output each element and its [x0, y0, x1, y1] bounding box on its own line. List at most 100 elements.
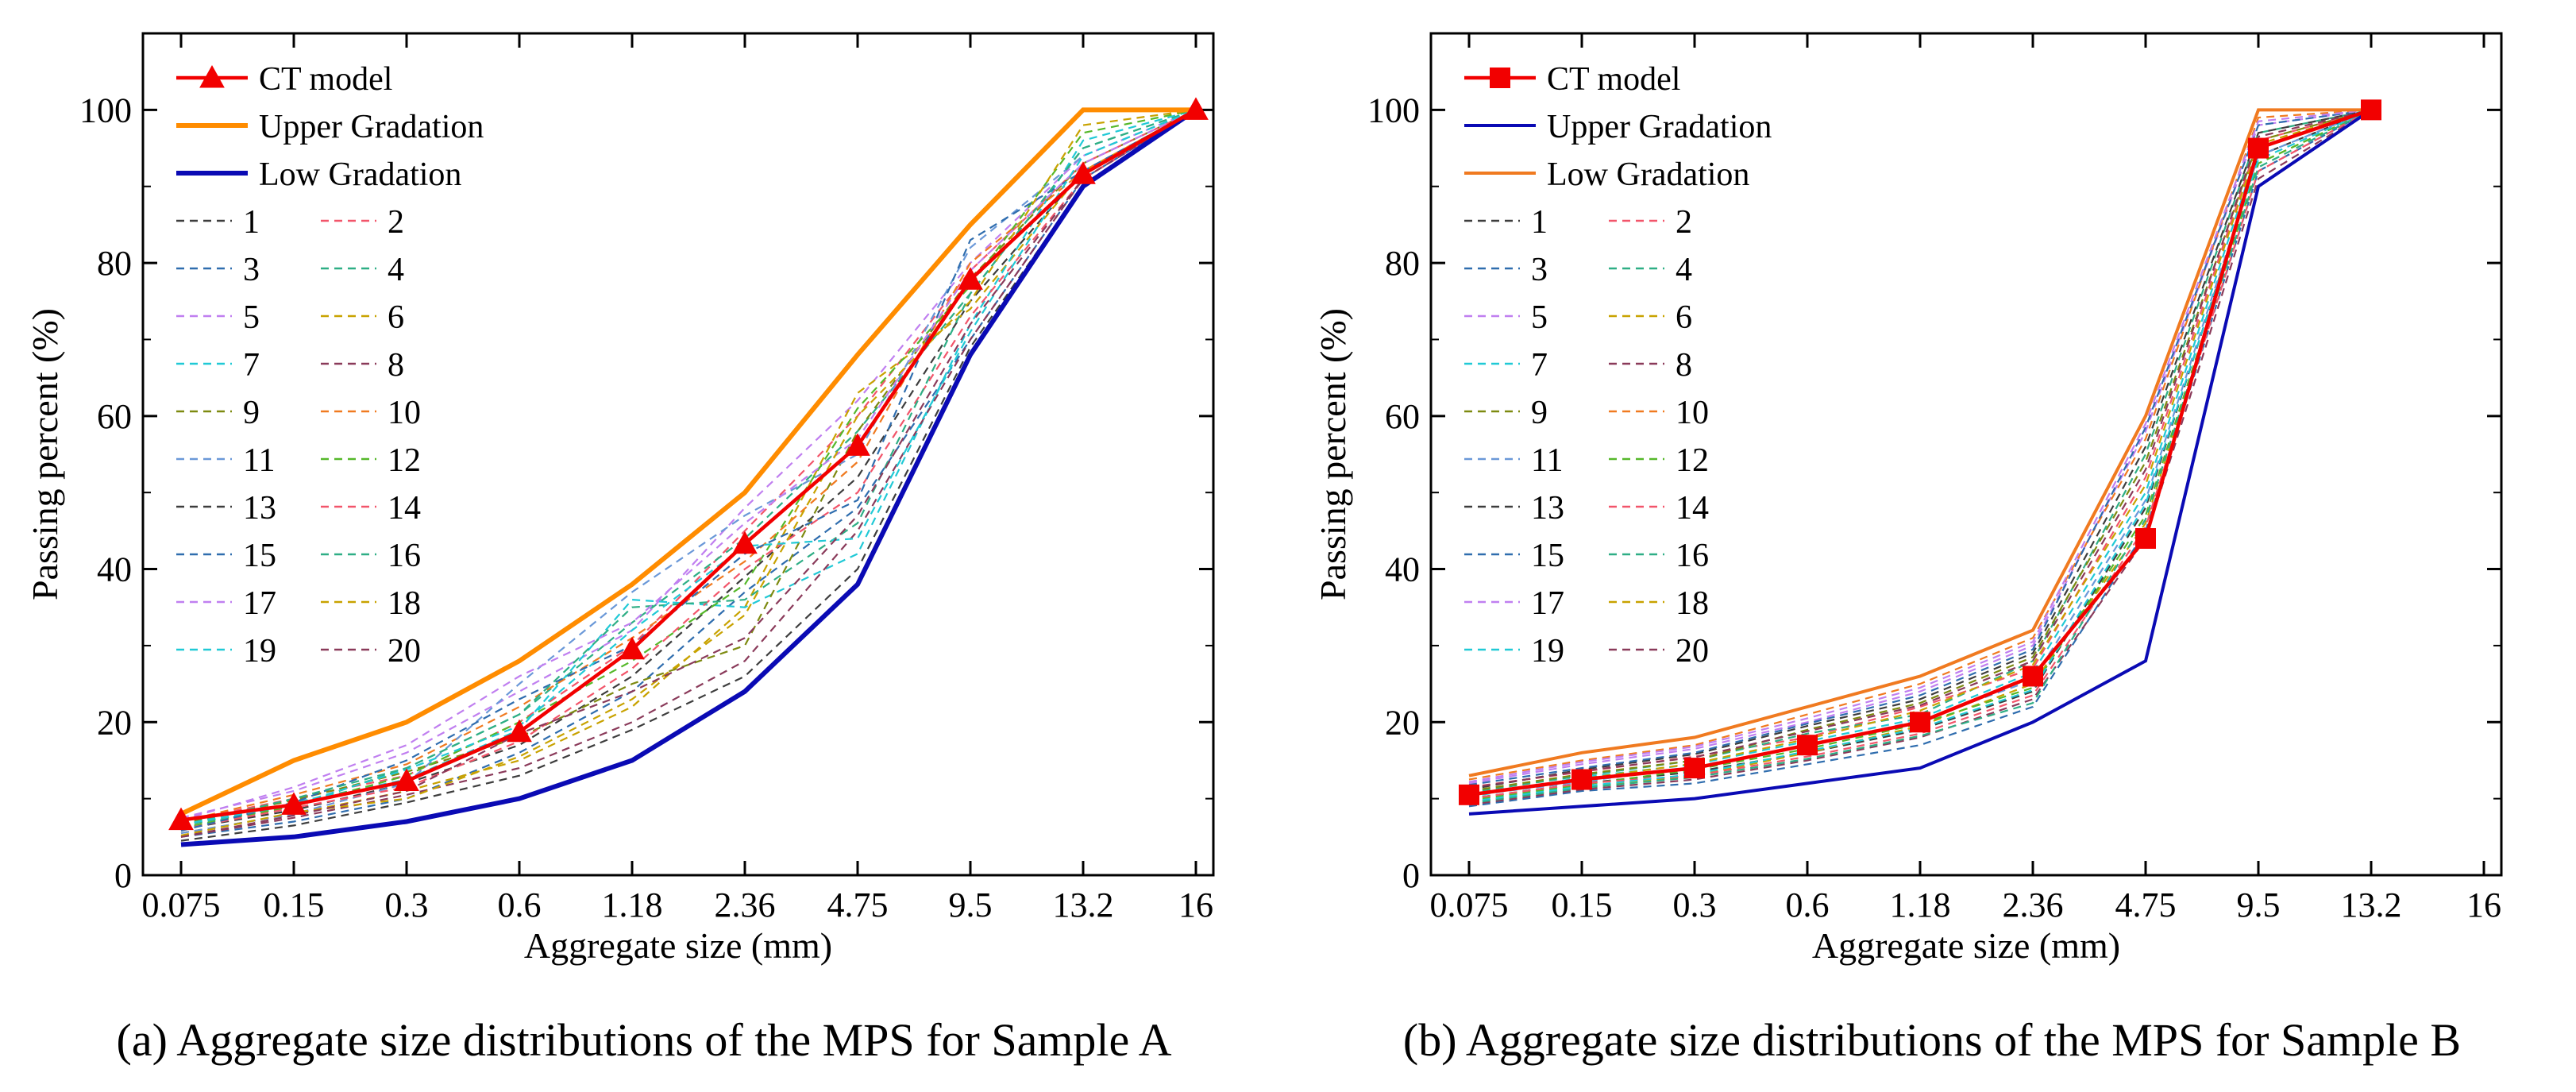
y-tick-label: 40 [97, 550, 132, 589]
x-tick-label: 4.75 [2115, 886, 2177, 924]
ct-model-point [1684, 758, 1705, 779]
ct-model-point [507, 719, 532, 743]
y-tick-label: 100 [1367, 91, 1420, 129]
ct-model-point [1070, 161, 1096, 184]
legend-label-sample-14: 14 [388, 490, 421, 527]
upper-gradation-line [179, 107, 1196, 816]
x-tick-label: 9.5 [2237, 886, 2281, 924]
y-tick-label: 60 [1385, 397, 1420, 436]
series-line-16 [180, 109, 1197, 827]
legend-label-sample-19: 19 [243, 633, 276, 669]
chart-panel-a: 0 20 40 60 80 100 0.075 0.15 0.3 0.6 1.18 2.36 4.75 9… [25, 32, 1215, 1066]
legend-label-sample-10: 10 [388, 395, 421, 431]
ct-model-point [2135, 528, 2156, 549]
legend-label-sample-3: 3 [243, 252, 260, 288]
legend-label-low: Low Gradation [1547, 156, 1749, 193]
series-line-11 [1468, 109, 2372, 797]
ct-model-point [732, 531, 758, 554]
series-line-14 [180, 109, 1197, 831]
y-tick-label: 40 [1385, 550, 1420, 589]
series-line-15 [180, 109, 1197, 832]
x-axis-label: Aggregate size (mm) [1812, 925, 2120, 966]
ct-model-point [2361, 99, 2381, 121]
legend-label-sample-1: 1 [243, 204, 260, 241]
legend-label-sample-4: 4 [388, 252, 404, 288]
plot-frame [141, 32, 1215, 877]
legend-label-sample-15: 15 [1531, 538, 1564, 574]
legend-label-sample-7: 7 [1531, 347, 1548, 384]
x-tick-label: 0.6 [498, 886, 542, 924]
y-tick-label: 0 [114, 856, 132, 895]
legend-label-sample-5: 5 [1531, 299, 1548, 336]
legend-label-sample-10: 10 [1676, 395, 1709, 431]
series-line-9 [1468, 109, 2372, 793]
legend-label-sample-7: 7 [243, 347, 260, 384]
x-tick-label: 0.075 [1430, 886, 1509, 924]
legend-label-sample-20: 20 [388, 633, 421, 669]
series-line-5 [180, 109, 1197, 819]
legend-label-sample-8: 8 [388, 347, 404, 384]
y-tick-label: 60 [97, 397, 132, 436]
caption-a: (a) Aggregate size distributions of the … [116, 1014, 1172, 1066]
ct-model-point [168, 807, 194, 831]
x-axis-label: Aggregate size (mm) [524, 925, 832, 966]
y-tick-label: 100 [79, 91, 132, 129]
x-tick-label: 0.6 [1786, 886, 1830, 924]
y-tick-label: 20 [97, 703, 132, 742]
y-tick-label: 80 [97, 244, 132, 283]
series-line-8 [180, 109, 1197, 838]
y-axis-label: Passing percent (%) [1313, 308, 1353, 600]
series-line-12 [1468, 109, 2372, 801]
series-line-4 [1468, 109, 2372, 793]
x-tick-label: 1.18 [1890, 886, 1951, 924]
caption-b: (b) Aggregate size distributions of the … [1402, 1014, 2462, 1066]
legend-label-sample-16: 16 [1676, 538, 1709, 574]
series-line-11 [180, 109, 1197, 835]
series-line-17 [1468, 109, 2372, 783]
series-line-18 [1468, 109, 2372, 795]
x-tick-label: 9.5 [949, 886, 993, 924]
legend-label-low: Low Gradation [259, 156, 461, 193]
x-tick-label: 16 [1178, 886, 1213, 924]
x-tick-label: 2.36 [715, 886, 776, 924]
series-line-13 [180, 109, 1197, 842]
legend-label-sample-4: 4 [1676, 252, 1692, 288]
series-line-20 [1468, 109, 2372, 789]
legend-label-sample-8: 8 [1676, 347, 1692, 384]
legend-label-sample-18: 18 [1676, 585, 1709, 622]
x-tick-label: 13.2 [2341, 886, 2402, 924]
y-tick-label: 0 [1402, 856, 1420, 895]
legend-label-sample-3: 3 [1531, 252, 1548, 288]
series-line-3 [1468, 109, 2372, 808]
ct-model-point [1459, 784, 1479, 805]
upper-gradation-line [1468, 108, 2373, 816]
x-tick-label: 0.075 [142, 886, 221, 924]
series-line-14 [1468, 109, 2372, 800]
series-line-17 [180, 109, 1197, 821]
series-line-1 [180, 109, 1197, 831]
ct-model-point [619, 636, 645, 660]
series-line-20 [180, 109, 1197, 838]
legend-ct-marker [199, 64, 225, 88]
legend-label-sample-16: 16 [388, 538, 421, 574]
legend-ct-marker [1490, 68, 1510, 88]
ct-model-point [1183, 97, 1209, 120]
ct-model-line [180, 108, 1197, 822]
low-gradation-line [180, 107, 1197, 847]
legend-label-sample-19: 19 [1531, 633, 1564, 669]
legend-label-sample-2: 2 [1676, 204, 1692, 241]
x-tick-label: 1.18 [602, 886, 663, 924]
series-line-8 [1468, 109, 2372, 806]
legend-label-sample-9: 9 [1531, 395, 1548, 431]
ct-model-point [394, 768, 419, 791]
chart-a: 0 20 40 60 80 100 0.075 0.15 0.3 0.6 1.18 2.36 4.75 9… [25, 32, 1215, 966]
ct-model-point [958, 267, 983, 290]
ct-model-point [845, 433, 870, 456]
x-tick-label: 0.15 [1552, 886, 1613, 924]
legend-label-sample-1: 1 [1531, 204, 1548, 241]
x-tick-label: 0.3 [1673, 886, 1717, 924]
series-line-9 [180, 109, 1197, 824]
legend-label-sample-13: 13 [1531, 490, 1564, 527]
legend-label-sample-15: 15 [243, 538, 276, 574]
ct-model-point [2023, 666, 2043, 687]
